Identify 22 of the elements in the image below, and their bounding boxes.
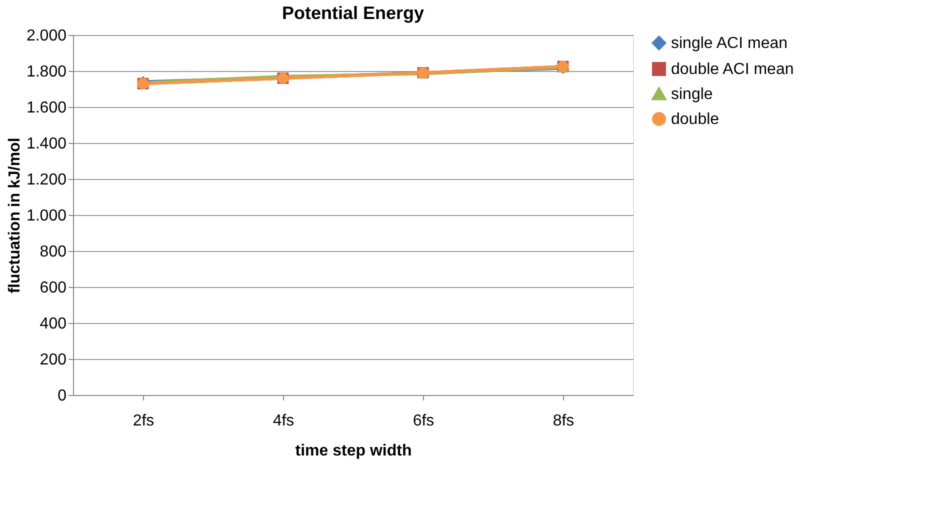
x-axis-title: time step width [295,442,412,460]
x-tick-label: 4fs [272,412,294,430]
chart-title: Potential Energy [282,3,424,23]
y-tick-label: 800 [40,244,67,260]
x-tick-label: 6fs [412,412,434,430]
y-axis-title: fluctuation in kJ/mol [6,138,24,294]
y-tick-label: 400 [40,316,67,332]
x-tick-label: 2fs [132,412,154,430]
y-tick-label: 1.200 [26,172,67,188]
legend-label: single [671,86,713,103]
y-tick-label: 1.400 [26,136,67,152]
legend-label: single ACI mean [671,35,788,52]
legend-label: double ACI mean [671,61,794,78]
x-tick-label: 8fs [552,412,574,430]
y-tick-label: 1.000 [26,208,67,224]
y-tick-label: 600 [40,280,67,296]
y-tick-label: 1.800 [26,64,67,80]
y-tick-label: 1.600 [26,100,67,116]
y-tick-label: 0 [58,388,67,404]
legend-label: double [671,111,720,128]
y-tick-label: 2.000 [26,28,67,44]
y-tick-label: 200 [40,352,67,368]
